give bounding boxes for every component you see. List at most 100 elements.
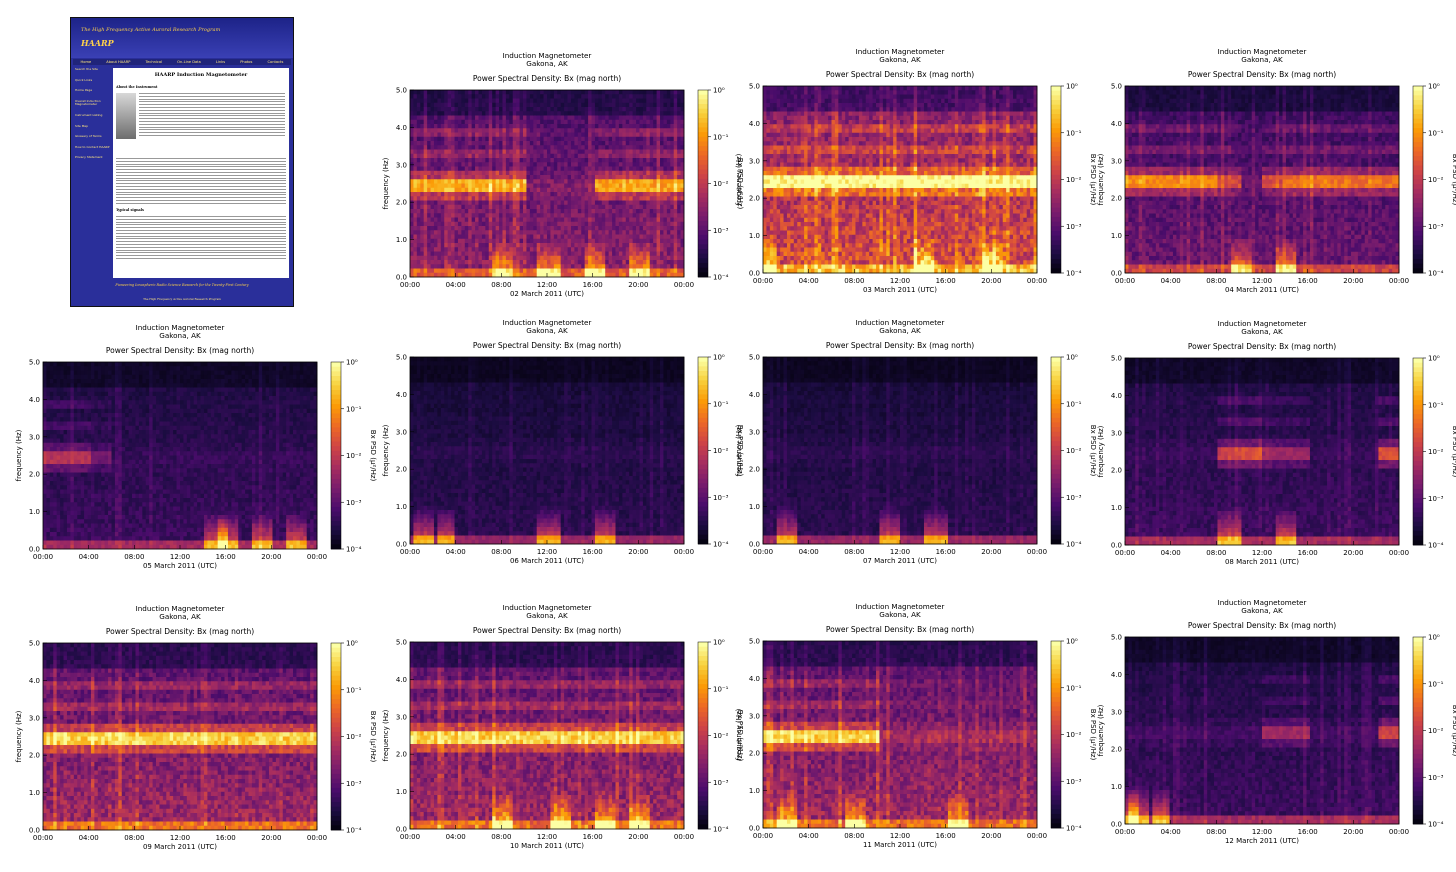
- heatmap-cell: [680, 260, 685, 265]
- heatmap-cell: [553, 132, 558, 138]
- heatmap-cell: [632, 243, 637, 248]
- heatmap-cell: [451, 226, 455, 231]
- heatmap-cell: [862, 132, 867, 138]
- heatmap-cell: [642, 102, 647, 108]
- heatmap-cell: [653, 187, 657, 193]
- thumbnail-sidebar-item[interactable]: Instrument Listing: [75, 113, 113, 118]
- heatmap-cell: [423, 196, 428, 201]
- heatmap-cell: [485, 128, 490, 133]
- heatmap-cell: [481, 196, 486, 201]
- thumbnail-nav-item[interactable]: Links: [216, 60, 225, 64]
- heatmap-cell: [776, 226, 781, 231]
- heatmap-cell: [564, 187, 568, 193]
- heatmap-cell: [502, 251, 507, 257]
- heatmap-cell: [502, 183, 507, 189]
- heatmap-cell: [845, 234, 850, 240]
- heatmap-cell: [475, 260, 479, 265]
- heatmap-cell: [444, 230, 449, 235]
- thumbnail-sidebar-item[interactable]: Privacy Statement: [75, 156, 113, 160]
- heatmap-cell: [440, 196, 445, 201]
- heatmap-cell: [502, 166, 507, 172]
- heatmap-cell: [834, 247, 839, 253]
- heatmap-cell: [464, 221, 469, 227]
- heatmap-cell: [516, 247, 520, 252]
- thumbnail-nav-item[interactable]: About HAARP: [106, 60, 130, 64]
- heatmap-cell: [471, 136, 476, 142]
- heatmap-cell: [800, 247, 805, 253]
- heatmap-cell: [574, 145, 579, 150]
- colorbar-segment: [698, 183, 708, 189]
- heatmap-cell: [834, 188, 839, 193]
- heatmap-cell: [427, 264, 431, 269]
- heatmap-cell: [526, 230, 531, 235]
- heatmap-cell: [858, 268, 863, 274]
- heatmap-cell: [433, 170, 438, 176]
- heatmap-cell: [629, 98, 634, 104]
- heatmap-cell: [821, 145, 826, 151]
- heatmap-cell: [540, 264, 544, 269]
- thumbnail-sidebar-item[interactable]: Glossary of Terms: [75, 135, 113, 139]
- thumbnail-sidebar-item[interactable]: Site Map: [75, 124, 113, 129]
- heatmap-cell: [427, 234, 431, 240]
- heatmap-cell: [865, 120, 870, 125]
- heatmap-cell: [608, 132, 613, 138]
- heatmap-cell: [773, 128, 778, 134]
- heatmap-cell: [625, 213, 630, 218]
- heatmap-cell: [577, 251, 582, 257]
- heatmap-cell: [574, 94, 579, 99]
- heatmap-cell: [468, 107, 473, 112]
- heatmap-cell: [519, 183, 524, 189]
- heatmap-cell: [831, 256, 836, 261]
- heatmap-cell: [584, 98, 589, 104]
- thumbnail-nav-item[interactable]: On-Line Data: [177, 60, 201, 64]
- heatmap-cell: [454, 124, 459, 129]
- heatmap-cell: [797, 137, 802, 142]
- thumbnail-nav-item[interactable]: Photos: [240, 60, 252, 64]
- heatmap-cell: [437, 124, 442, 129]
- heatmap-cell: [581, 149, 586, 155]
- heatmap-cell: [475, 243, 479, 248]
- thumbnail-nav-item[interactable]: Home: [81, 60, 92, 64]
- heatmap-cell: [413, 175, 418, 180]
- heatmap-cell: [505, 272, 510, 278]
- heatmap-cell: [821, 162, 826, 168]
- heatmap-cell: [485, 136, 490, 142]
- thumbnail-sidebar-item[interactable]: Overall Induction Magnetometer: [75, 99, 113, 107]
- heatmap-cell: [646, 221, 651, 227]
- heatmap-cell: [536, 170, 541, 176]
- thumbnail-sidebar-item[interactable]: How to Contact HAARP: [75, 145, 113, 150]
- heatmap-cell: [763, 98, 767, 104]
- heatmap-cell: [564, 145, 568, 150]
- heatmap-cell: [632, 94, 637, 99]
- thumbnail-sidebar-item[interactable]: Home Page: [75, 89, 113, 93]
- heatmap-cell: [540, 226, 544, 231]
- colorbar-segment: [698, 192, 708, 198]
- heatmap-cell: [505, 170, 510, 176]
- heatmap-cell: [444, 128, 449, 133]
- heatmap-cell: [663, 170, 668, 176]
- heatmap-cell: [814, 234, 819, 240]
- heatmap-cell: [588, 243, 592, 248]
- heatmap-cell: [523, 128, 527, 133]
- heatmap-cell: [605, 128, 610, 133]
- heatmap-cell: [828, 268, 832, 274]
- heatmap-cell: [457, 187, 462, 193]
- heatmap-cell: [622, 136, 627, 142]
- heatmap-cell: [536, 221, 541, 227]
- heatmap-cell: [413, 226, 418, 231]
- heatmap-cell: [427, 204, 431, 210]
- heatmap-cell: [570, 111, 575, 116]
- heatmap-cell: [824, 154, 829, 159]
- heatmap-cell: [410, 98, 414, 104]
- thumbnail-nav-item[interactable]: Contacts: [267, 60, 283, 64]
- heatmap-cell: [591, 272, 596, 278]
- heatmap-cell: [588, 217, 592, 223]
- heatmap-cell: [677, 204, 681, 210]
- heatmap-cell: [780, 264, 784, 270]
- heatmap-cell: [821, 188, 826, 193]
- thumbnail-nav-item[interactable]: Technical: [146, 60, 163, 64]
- heatmap-cell: [433, 226, 438, 231]
- heatmap-cell: [427, 102, 431, 108]
- heatmap-cell: [804, 124, 808, 129]
- heatmap-cell: [444, 272, 449, 278]
